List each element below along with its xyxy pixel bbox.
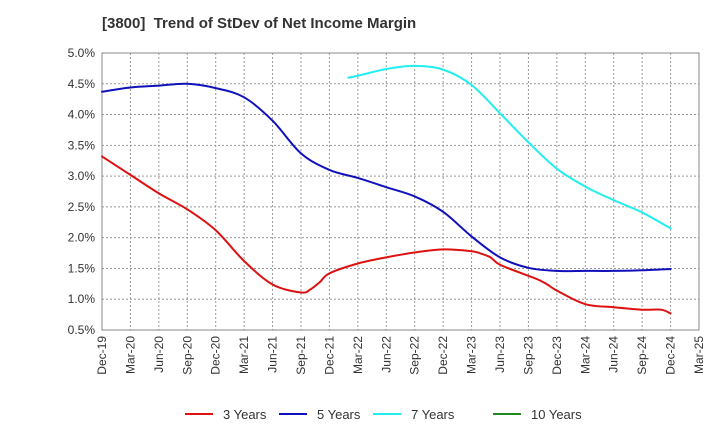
x-tick-label: Sep-24 <box>635 336 649 375</box>
x-tick-label: Jun-24 <box>607 336 621 373</box>
x-tick-label: Dec-24 <box>664 336 678 375</box>
y-tick-label: 2.5% <box>68 200 96 214</box>
x-tick-label: Jun-21 <box>266 336 280 373</box>
x-tick-label: Mar-22 <box>351 336 365 374</box>
chart-title: [3800] Trend of StDev of Net Income Marg… <box>102 15 417 32</box>
y-tick-label: 2.0% <box>68 231 96 245</box>
legend-label: 5 Years <box>317 407 361 422</box>
x-tick-label: Jun-22 <box>379 336 393 373</box>
y-tick-label: 3.0% <box>68 169 96 183</box>
x-tick-label: Dec-22 <box>436 336 450 375</box>
legend-label: 10 Years <box>531 407 582 422</box>
x-tick-label: Dec-19 <box>95 336 109 375</box>
y-tick-label: 4.0% <box>68 108 96 122</box>
grid <box>102 53 699 330</box>
x-tick-label: Dec-20 <box>209 336 223 375</box>
x-tick-label: Mar-20 <box>123 336 137 374</box>
y-tick-label: 1.5% <box>68 261 96 275</box>
x-tick-label: Jun-20 <box>152 336 166 373</box>
x-tick-label: Sep-23 <box>521 336 535 375</box>
x-tick-label: Sep-20 <box>180 336 194 375</box>
y-axis-ticks: 5.0% 4.5% 4.0% 3.5% 3.0% 2.5% 2.0% 1.5% 1.0% 0.5% <box>68 46 96 337</box>
legend: 3 Years 5 Years 7 Years 10 Years <box>185 407 582 422</box>
series-lines <box>101 64 672 315</box>
x-tick-label: Jun-23 <box>493 336 507 373</box>
x-axis-ticks: Dec-19 Mar-20 Jun-20 Sep-20 Dec-20 Mar-21 Jun-… <box>95 336 706 375</box>
series-line-3-years <box>101 155 672 315</box>
x-tick-label: Mar-25 <box>692 336 706 374</box>
x-tick-label: Dec-21 <box>322 336 336 375</box>
y-tick-label: 1.0% <box>68 292 96 306</box>
series-line-7-years <box>347 64 672 230</box>
y-tick-label: 5.0% <box>68 46 96 60</box>
x-tick-label: Mar-24 <box>578 336 592 374</box>
series-line-5-years <box>101 82 672 273</box>
y-tick-label: 0.5% <box>68 323 96 337</box>
plot-area <box>101 52 700 331</box>
y-tick-label: 3.5% <box>68 138 96 152</box>
legend-label: 7 Years <box>411 407 455 422</box>
x-tick-label: Dec-23 <box>550 336 564 375</box>
x-tick-label: Mar-21 <box>237 336 251 374</box>
x-tick-label: Mar-23 <box>465 336 479 374</box>
y-tick-label: 4.5% <box>68 77 96 91</box>
legend-label: 3 Years <box>223 407 267 422</box>
x-tick-label: Sep-21 <box>294 336 308 375</box>
x-tick-label: Sep-22 <box>408 336 422 375</box>
